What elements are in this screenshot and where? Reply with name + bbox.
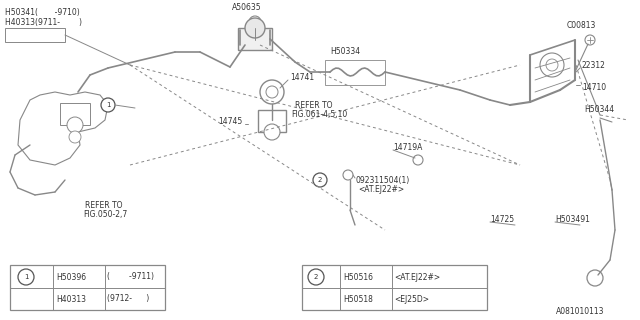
Text: REFER TO: REFER TO — [295, 100, 333, 109]
Text: REFER TO: REFER TO — [85, 201, 122, 210]
Text: 14710: 14710 — [582, 84, 606, 92]
Text: 2: 2 — [318, 177, 322, 183]
Text: A081010113: A081010113 — [556, 308, 605, 316]
Bar — [5, 28, 65, 42]
Bar — [60, 103, 90, 125]
Circle shape — [69, 131, 81, 143]
Circle shape — [308, 269, 324, 285]
Circle shape — [587, 270, 603, 286]
Polygon shape — [18, 92, 108, 165]
Text: <EJ25D>: <EJ25D> — [394, 294, 429, 303]
Circle shape — [245, 18, 265, 38]
Circle shape — [313, 173, 327, 187]
Text: (9712-      ): (9712- ) — [107, 294, 149, 303]
Text: H50516: H50516 — [343, 273, 373, 282]
Circle shape — [101, 98, 115, 112]
Circle shape — [546, 59, 558, 71]
Circle shape — [67, 117, 83, 133]
Bar — [302, 265, 487, 310]
Circle shape — [18, 269, 34, 285]
Text: 092311504(1): 092311504(1) — [355, 175, 409, 185]
Text: H50341(       -9710): H50341( -9710) — [5, 7, 80, 17]
Text: FIG.061-4,5,10: FIG.061-4,5,10 — [291, 110, 348, 119]
Text: H50344: H50344 — [584, 106, 614, 115]
Text: 1: 1 — [106, 102, 110, 108]
Bar — [10, 265, 165, 310]
Circle shape — [266, 86, 278, 98]
Text: <AT.EJ22#>: <AT.EJ22#> — [394, 273, 440, 282]
Text: <AT.EJ22#>: <AT.EJ22#> — [358, 186, 404, 195]
Text: H50334: H50334 — [330, 47, 360, 57]
Text: 14725: 14725 — [490, 215, 514, 225]
Circle shape — [252, 19, 258, 25]
Text: FIG.050-2,7: FIG.050-2,7 — [83, 211, 127, 220]
Bar — [238, 28, 272, 50]
Text: H50518: H50518 — [343, 294, 373, 303]
Text: 1: 1 — [24, 274, 28, 280]
Text: A50635: A50635 — [232, 3, 262, 12]
Text: C00813: C00813 — [567, 20, 596, 29]
Circle shape — [540, 53, 564, 77]
Text: H503491: H503491 — [555, 215, 590, 225]
Text: 14719A: 14719A — [393, 143, 422, 153]
Text: (        -9711): ( -9711) — [107, 273, 154, 282]
Text: 22312: 22312 — [582, 60, 606, 69]
Text: 14741: 14741 — [290, 73, 314, 82]
Bar — [325, 60, 385, 85]
Circle shape — [264, 124, 280, 140]
Text: H40313(9711-        ): H40313(9711- ) — [5, 18, 82, 27]
Text: 14745: 14745 — [218, 117, 243, 126]
Bar — [258, 110, 286, 132]
Text: H40313: H40313 — [56, 294, 86, 303]
Circle shape — [260, 80, 284, 104]
Text: 2: 2 — [314, 274, 318, 280]
Text: H50396: H50396 — [56, 273, 86, 282]
